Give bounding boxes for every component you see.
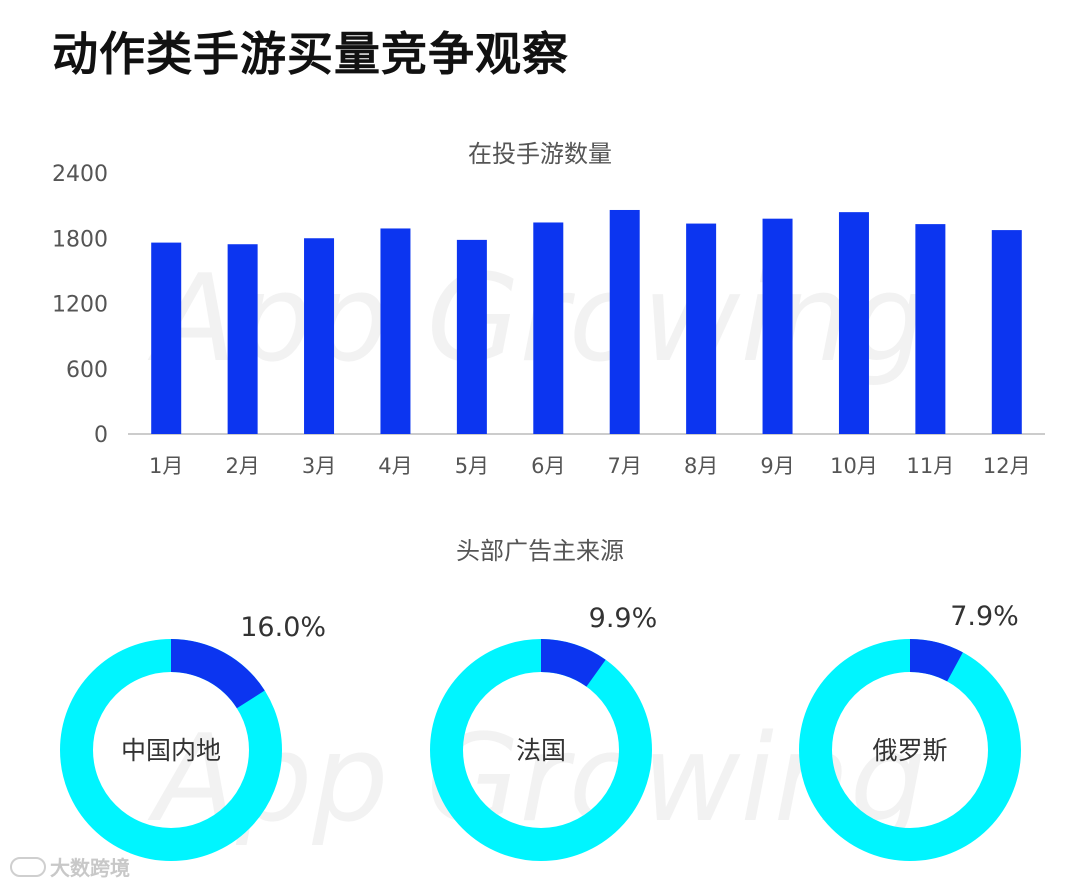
donut-slice-1 [171,639,265,709]
donut-value-label: 16.0% [240,612,326,643]
x-tick-label: 5月 [455,454,489,478]
y-tick-label: 0 [94,423,108,448]
x-tick-label: 6月 [531,454,565,478]
donut-section-title: 头部广告主来源 [456,537,624,565]
bar-6 [533,222,564,434]
donut-center-label: 法国 [516,736,566,765]
bar-5 [456,239,487,434]
donut-value-label: 7.9% [950,601,1019,632]
x-tick-label: 9月 [760,454,794,478]
x-tick-label: 4月 [378,454,412,478]
bar-4 [380,228,411,434]
bar-10 [838,212,869,434]
watermark-logo-icon [10,856,46,877]
donut-center-label: 中国内地 [121,736,221,765]
y-tick-label: 1200 [52,293,108,318]
bottom-watermark: 大数跨境 [10,852,130,881]
bar-2 [227,244,258,434]
x-tick-label: 11月 [907,454,955,478]
y-tick-label: 2400 [52,162,108,187]
donut-charts: 中国内地 16.0% 法国 9.9% 俄罗斯 7.9% [60,601,1021,861]
donut-slice-3 [910,639,963,682]
page-title: 动作类手游买量竞争观察 [52,27,569,81]
x-tick-label: 8月 [684,454,718,478]
bar-9 [762,218,793,434]
bottom-watermark-text: 大数跨境 [50,856,130,880]
donut-slice-2 [541,639,606,687]
bar-11 [915,224,946,434]
bar-chart: 0 600 1200 1800 2400 1月 2月 3月 4月 5月 6月 7月 8月 9月 10月 11月… [52,162,1045,478]
bar-chart-title: 在投手游数量 [468,140,612,168]
bar-8 [686,223,717,434]
bar-3 [304,238,335,434]
x-tick-label: 12月 [983,454,1031,478]
x-tick-label: 3月 [302,454,336,478]
x-tick-label: 10月 [830,454,878,478]
bar-7 [609,209,640,434]
donut-center-label: 俄罗斯 [872,736,947,765]
x-tick-label: 1月 [149,454,183,478]
y-tick-label: 1800 [52,227,108,252]
bar-1 [151,242,182,434]
x-tick-label: 7月 [608,454,642,478]
donut-value-label: 9.9% [589,603,658,634]
x-tick-label: 2月 [225,454,259,478]
y-tick-label: 600 [66,358,108,383]
bar-12 [991,230,1022,434]
